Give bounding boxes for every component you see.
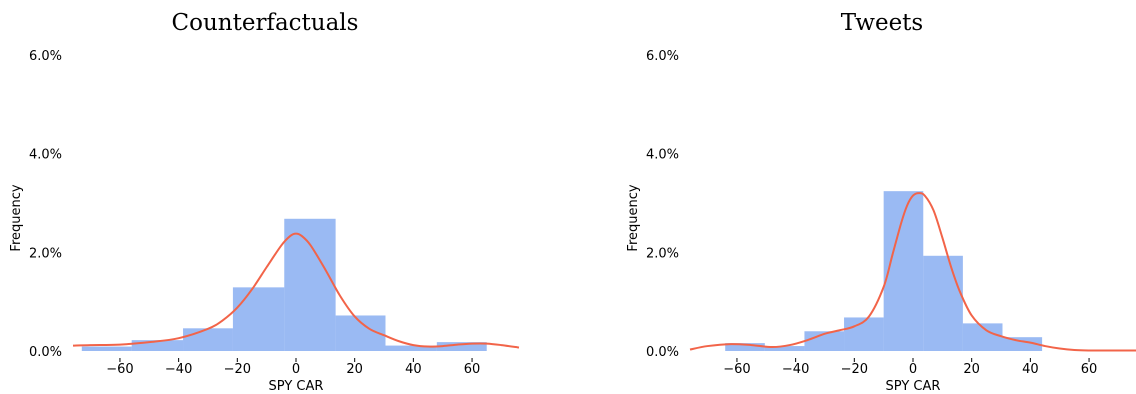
x-axis-label: SPY CAR — [886, 379, 941, 394]
x-tick-label: 60 — [1081, 362, 1098, 377]
chart-title: Tweets — [841, 10, 923, 36]
x-tick-label: −20 — [224, 362, 251, 377]
histogram-bar — [284, 218, 336, 351]
histogram-bar — [436, 342, 487, 351]
histogram-bar — [923, 255, 963, 351]
y-axis-label: Frequency — [626, 184, 641, 251]
kde-curve — [72, 232, 520, 349]
histogram-bar — [183, 328, 233, 351]
x-tick-label: 40 — [405, 362, 422, 377]
x-tick-label: 0 — [909, 362, 917, 377]
histogram-bar — [131, 340, 184, 351]
histogram-bar — [81, 346, 132, 351]
histogram-bar — [804, 331, 845, 351]
x-tick-label: 20 — [346, 362, 363, 377]
x-tick-label: 0 — [292, 362, 300, 377]
y-tick-label: 6.0% — [646, 49, 679, 64]
x-tick-label: −40 — [165, 362, 192, 377]
y-tick-label: 4.0% — [29, 148, 62, 163]
y-tick-label: 4.0% — [646, 148, 679, 163]
histogram-bar — [232, 287, 285, 351]
x-tick-label: −60 — [106, 362, 133, 377]
y-tick-label: 6.0% — [29, 49, 62, 64]
kde-curve — [689, 192, 1136, 352]
x-tick-label: 20 — [963, 362, 980, 377]
y-tick-label: 2.0% — [29, 246, 62, 261]
y-tick-label: 0.0% — [29, 345, 62, 360]
x-tick-label: −60 — [723, 362, 750, 377]
x-tick-label: −20 — [841, 362, 868, 377]
histogram-bar — [385, 345, 437, 351]
x-tick-label: 60 — [464, 362, 481, 377]
x-axis-label: SPY CAR — [269, 379, 324, 394]
histogram-bar — [844, 317, 884, 351]
chart-title: Counterfactuals — [172, 10, 359, 36]
histogram-bar — [764, 346, 805, 351]
x-tick-label: 40 — [1022, 362, 1039, 377]
y-axis-label: Frequency — [9, 184, 24, 251]
y-tick-label: 0.0% — [646, 345, 679, 360]
histogram-bar — [725, 343, 765, 351]
x-tick-label: −40 — [782, 362, 809, 377]
tweets-panel: Tweets 0.0% 2.0% 4.0% 6.0% −60 −40 −20 0 20 40 60 SP… — [626, 10, 1136, 394]
histogram-bar — [1002, 337, 1043, 351]
counterfactuals-panel: Counterfactuals 0.0% 2.0% 4.0% 6.0% −60 −40 −20… — [9, 10, 520, 394]
y-tick-label: 2.0% — [646, 246, 679, 261]
